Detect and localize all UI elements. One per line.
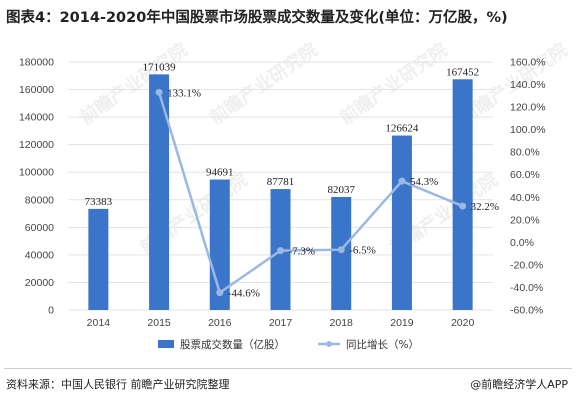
source-note: 资料来源：中国人民银行 前瞻产业研究院整理 <box>6 378 230 391</box>
x-tick-label: 2016 <box>208 317 232 329</box>
growth-point-2018 <box>337 246 345 254</box>
left-tick-label: 60000 <box>25 222 54 234</box>
bar-value-label: 82037 <box>327 184 355 196</box>
bar-value-label: 126624 <box>385 123 419 135</box>
growth-point-2016 <box>216 289 224 297</box>
left-tick-label: 160000 <box>19 84 54 96</box>
growth-value-label: 32.2% <box>471 201 499 213</box>
left-tick-label: 0 <box>48 305 54 317</box>
right-axis-ticks: -60.0% -40.0% -20.0% 0.0% 20.0% 40.0% 60.0% 80.… <box>510 57 546 317</box>
right-tick-label: 20.0% <box>510 214 540 226</box>
right-tick-label: 100.0% <box>510 124 546 136</box>
bar-value-label: 87781 <box>267 176 295 188</box>
footer: 资料来源：中国人民银行 前瞻产业研究院整理 @前瞻经济学人APP <box>6 376 568 392</box>
footer-divider <box>4 368 572 369</box>
x-tick-label: 2020 <box>451 317 475 329</box>
left-tick-label: 40000 <box>25 249 54 261</box>
left-tick-label: 80000 <box>25 194 54 206</box>
bar-value-label: 94691 <box>206 167 234 179</box>
right-tick-label: 40.0% <box>510 192 540 204</box>
growth-value-label: -6.5% <box>349 245 376 257</box>
x-axis-ticks: 2014 2015 2016 2017 2018 2019 2020 <box>87 317 475 329</box>
growth-point-2020 <box>459 202 467 210</box>
x-tick-label: 2015 <box>147 317 171 329</box>
bar-value-label: 171039 <box>143 61 177 73</box>
bar-2019 <box>391 135 412 310</box>
growth-line <box>157 91 464 295</box>
bar-value-label: 167452 <box>446 66 479 78</box>
right-tick-label: -60.0% <box>510 305 543 317</box>
right-tick-label: 120.0% <box>510 102 546 114</box>
brand-credit: @前瞻经济学人APP <box>470 378 568 391</box>
left-tick-label: 180000 <box>19 57 54 69</box>
bar-value-label: 73383 <box>85 196 113 208</box>
left-tick-label: 120000 <box>19 139 54 151</box>
data-labels: 73383 171039 94691 87781 82037 126624 167452 13… <box>85 61 499 299</box>
bar-2015 <box>149 74 170 310</box>
line-series <box>155 88 467 297</box>
x-tick-label: 2018 <box>330 317 354 329</box>
left-tick-label: 140000 <box>19 112 54 124</box>
left-tick-label: 100000 <box>19 167 54 179</box>
chart-svg: 0 20000 40000 60000 80000 100000 120000 140000 1… <box>19 57 546 352</box>
right-tick-label: 140.0% <box>510 79 546 91</box>
right-tick-label: 80.0% <box>510 147 540 159</box>
growth-value-label: -7.3% <box>289 246 316 258</box>
right-tick-label: 160.0% <box>510 57 546 69</box>
legend-line-label: 同比增长（%） <box>346 338 419 351</box>
growth-value-label: -44.6% <box>228 288 260 300</box>
right-tick-label: 60.0% <box>510 169 540 181</box>
growth-point-2015 <box>155 88 163 96</box>
growth-value-label: 133.1% <box>167 87 201 99</box>
left-axis-ticks: 0 20000 40000 60000 80000 100000 120000 140000 1… <box>19 57 54 317</box>
bar-2020 <box>452 79 473 310</box>
right-tick-label: -40.0% <box>510 282 543 294</box>
legend-bar-label: 股票成交数量（亿股） <box>180 338 285 351</box>
right-tick-label: -20.0% <box>510 259 543 271</box>
x-tick-label: 2019 <box>390 317 414 329</box>
x-tick-label: 2017 <box>269 317 293 329</box>
growth-point-2019 <box>398 177 406 185</box>
bar-2018 <box>331 196 352 310</box>
growth-value-label: 54.3% <box>410 176 438 188</box>
bar-series <box>88 74 473 310</box>
legend-line-marker <box>326 341 332 347</box>
left-tick-label: 20000 <box>25 277 54 289</box>
chart-title: 图表4：2014-2020年中国股票市场股票成交数量及变化(单位：万亿股，%) <box>6 10 508 26</box>
right-tick-label: 0.0% <box>510 237 534 249</box>
growth-point-2017 <box>277 247 284 255</box>
x-tick-label: 2014 <box>87 317 111 329</box>
legend: 股票成交数量（亿股） 同比增长（%） <box>158 338 419 351</box>
bar-2014 <box>88 208 109 310</box>
legend-bar-swatch <box>158 340 174 348</box>
